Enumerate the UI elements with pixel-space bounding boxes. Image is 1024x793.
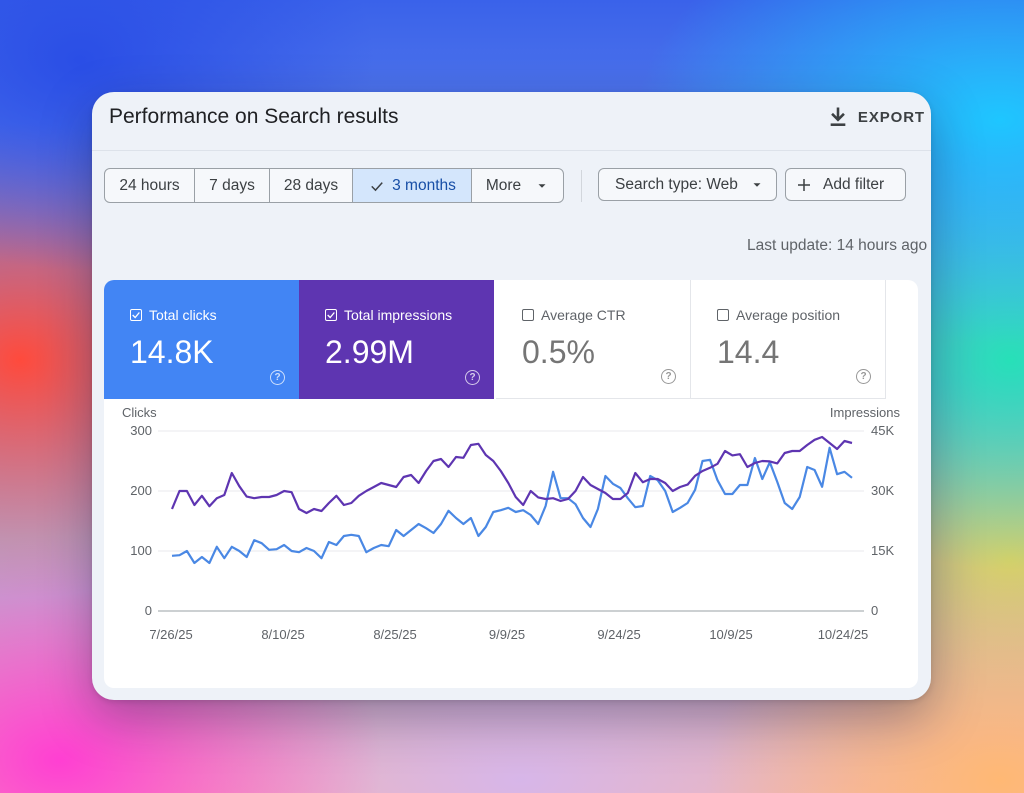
help-icon[interactable]: ? (465, 370, 480, 385)
range-24-hours[interactable]: 24 hours (105, 169, 195, 202)
performance-panel: Performance on Search results EXPORT 24 … (92, 92, 931, 700)
x-tick-label: 10/24/25 (818, 627, 869, 642)
right-axis-title: Impressions (830, 405, 901, 420)
x-tick-label: 9/24/25 (597, 627, 640, 642)
date-range-selector: 24 hours 7 days 28 days 3 months More (104, 168, 564, 203)
range-label: 24 hours (119, 176, 180, 194)
right-tick-label: 30K (871, 483, 894, 498)
range-label: 3 months (392, 176, 456, 194)
check-icon (371, 181, 383, 191)
metric-label: Total clicks (149, 307, 217, 323)
help-icon[interactable]: ? (270, 370, 285, 385)
range-28-days[interactable]: 28 days (270, 169, 353, 202)
x-tick-label: 8/25/25 (373, 627, 416, 642)
export-button[interactable]: EXPORT (827, 104, 925, 130)
metric-total-clicks[interactable]: Total clicks 14.8K ? (104, 280, 299, 399)
metric-average-position[interactable]: Average position 14.4 ? (691, 280, 886, 399)
checkbox-unchecked-icon[interactable] (522, 309, 534, 321)
performance-chart: Clicks Impressions 0 100 200 300 0 15K 30K 45K 7/2… (122, 405, 901, 642)
add-filter-button[interactable]: Add filter (785, 168, 906, 201)
range-7-days[interactable]: 7 days (195, 169, 270, 202)
toolbar-divider (581, 170, 582, 202)
right-tick-label: 45K (871, 423, 894, 438)
plus-icon (798, 178, 810, 191)
metric-label: Average position (736, 307, 841, 323)
metric-value: 0.5% (522, 334, 595, 370)
last-update-text: Last update: 14 hours ago (747, 237, 928, 254)
metric-label: Average CTR (541, 307, 626, 323)
metric-label: Total impressions (344, 307, 453, 323)
download-icon (830, 107, 846, 126)
checkbox-checked-icon[interactable] (325, 309, 337, 321)
metric-value: 2.99M (325, 334, 414, 370)
range-3-months[interactable]: 3 months (353, 169, 472, 202)
metric-label-row: Total clicks (130, 307, 217, 323)
help-icon[interactable]: ? (661, 369, 676, 384)
metric-total-impressions[interactable]: Total impressions 2.99M ? (299, 280, 494, 399)
x-tick-label: 9/9/25 (489, 627, 525, 642)
left-tick-label: 0 (145, 603, 152, 618)
x-tick-label: 8/10/25 (261, 627, 304, 642)
performance-card: Total clicks 14.8K ? Total impressions 2… (104, 280, 918, 688)
metric-label-row: Average CTR (522, 307, 626, 323)
metric-value: 14.4 (717, 334, 780, 370)
metric-value: 14.8K (130, 334, 214, 370)
search-type-label: Search type: Web (615, 175, 738, 193)
x-tick-label: 10/9/25 (709, 627, 752, 642)
dropdown-arrow-icon (538, 183, 546, 188)
left-tick-label: 200 (130, 483, 152, 498)
export-label: EXPORT (857, 108, 925, 126)
metric-label-row: Average position (717, 307, 840, 323)
help-icon[interactable]: ? (856, 369, 871, 384)
dropdown-arrow-icon (753, 182, 761, 187)
search-type-dropdown[interactable]: Search type: Web (598, 168, 777, 201)
metric-label-row: Total impressions (325, 307, 452, 323)
right-tick-label: 15K (871, 543, 894, 558)
left-tick-label: 300 (130, 423, 152, 438)
range-label: 7 days (209, 176, 255, 194)
checkbox-checked-icon[interactable] (130, 309, 142, 321)
right-tick-label: 0 (871, 603, 878, 618)
x-tick-label: 7/26/25 (149, 627, 192, 642)
clicks-series-line (171, 446, 853, 565)
metric-average-ctr[interactable]: Average CTR 0.5% ? (496, 280, 691, 399)
left-tick-label: 100 (130, 543, 152, 558)
page-title: Performance on Search results (109, 105, 399, 128)
range-label: More (485, 176, 522, 194)
impressions-series-line (170, 435, 853, 515)
range-label: 28 days (283, 176, 339, 194)
add-filter-label: Add filter (823, 175, 885, 193)
header-divider (92, 150, 931, 151)
range-more-dropdown[interactable]: More (472, 169, 563, 202)
checkbox-unchecked-icon[interactable] (717, 309, 729, 321)
left-axis-title: Clicks (122, 405, 157, 420)
